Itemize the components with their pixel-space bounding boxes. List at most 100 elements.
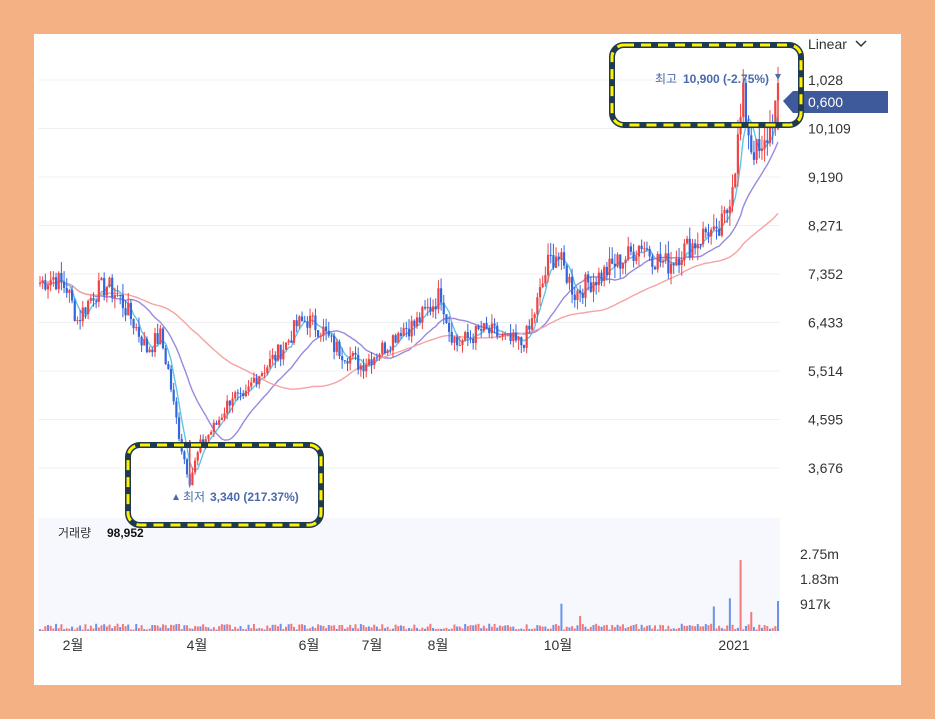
- candle-body: [161, 328, 165, 349]
- volume-bar: [202, 624, 205, 631]
- candle-body: [552, 255, 555, 268]
- volume-bar: [544, 626, 547, 631]
- candle-body: [306, 322, 309, 328]
- volume-panel: [38, 518, 780, 631]
- candle-body: [571, 276, 574, 295]
- candle-body: [685, 238, 689, 244]
- candle-body: [116, 294, 119, 296]
- volume-bar: [196, 626, 199, 631]
- volume-bar: [635, 624, 638, 631]
- volume-bar: [501, 626, 504, 631]
- volume-bar: [236, 628, 239, 631]
- low-marker-value: 3,340 (217.37%): [210, 490, 299, 504]
- scale-dropdown[interactable]: Linear: [808, 36, 867, 52]
- candle-body: [177, 417, 181, 439]
- candle-body: [394, 335, 397, 343]
- candle-body: [153, 333, 157, 353]
- candle-body: [119, 294, 122, 296]
- candle-body: [653, 267, 657, 270]
- candle-body: [501, 334, 504, 337]
- candle-body: [156, 333, 159, 344]
- candle-body: [496, 325, 499, 337]
- candle-body: [346, 360, 349, 364]
- candle-body: [140, 336, 143, 346]
- candle-body: [413, 320, 416, 327]
- candle-body: [683, 243, 686, 260]
- volume-bar: [57, 628, 60, 631]
- candle-body: [49, 279, 52, 286]
- candle-body: [442, 302, 445, 315]
- volume-tick-label: 2.75m: [800, 546, 839, 562]
- volume-bar: [557, 625, 560, 631]
- candle-body: [640, 245, 643, 249]
- candle-body: [774, 100, 777, 129]
- candle-body: [755, 139, 758, 160]
- low-highlight-box: [126, 443, 323, 527]
- candle-body: [490, 323, 493, 334]
- price-axis: 1,028 10,109 9,190 8,271 7,352 6,433 5,514 4,59…: [808, 72, 851, 476]
- candle-body: [185, 459, 189, 475]
- volume-bar: [89, 625, 92, 631]
- volume-bar: [768, 628, 771, 631]
- high-highlight-box: [610, 43, 803, 127]
- down-triangle-icon: [775, 74, 781, 80]
- volume-bar: [488, 623, 491, 631]
- volume-bar: [394, 624, 397, 631]
- volume-bar: [178, 623, 181, 631]
- candle-body: [62, 281, 66, 288]
- candle-body: [498, 336, 502, 338]
- volume-bar: [413, 624, 416, 631]
- volume-bar: [65, 628, 68, 631]
- volume-bar: [477, 623, 480, 631]
- candle-body: [121, 294, 124, 309]
- candle-body: [726, 209, 729, 214]
- price-tick-label: 7,352: [808, 266, 843, 282]
- candle-body: [381, 342, 384, 355]
- candle-body: [611, 258, 614, 264]
- candle-body: [434, 306, 437, 310]
- candle-body: [576, 290, 579, 301]
- volume-bar: [378, 628, 381, 631]
- candle-body: [410, 320, 413, 337]
- volume-bar: [397, 626, 400, 631]
- volume-bar: [367, 626, 370, 631]
- candle-body: [97, 280, 100, 302]
- candle-body: [319, 335, 322, 337]
- candle-body: [234, 392, 237, 399]
- volume-bar: [613, 627, 616, 631]
- candle-body: [113, 295, 116, 298]
- candle-body: [480, 329, 483, 331]
- volume-bar: [127, 624, 130, 631]
- candle-body: [258, 376, 261, 385]
- candle-body: [533, 314, 536, 319]
- candle-body: [458, 345, 461, 347]
- volume-bar: [552, 624, 555, 631]
- price-tick-label: 6,433: [808, 315, 843, 331]
- volume-bar: [271, 624, 274, 631]
- candle-body: [79, 320, 82, 322]
- candle-body: [298, 316, 301, 327]
- volume-bar: [335, 628, 338, 631]
- candle-body: [343, 360, 346, 362]
- scale-label: Linear: [808, 36, 847, 52]
- volume-bar: [68, 628, 71, 631]
- volume-bar: [437, 628, 440, 631]
- volume-legend-label: 거래량: [58, 526, 91, 540]
- candle-body: [592, 282, 595, 292]
- high-marker-value: 10,900 (-2.75%): [683, 72, 769, 86]
- volume-bar: [458, 626, 461, 631]
- volume-bar: [231, 629, 234, 631]
- candle-body: [247, 386, 250, 391]
- volume-bar: [432, 627, 435, 631]
- candle-body: [284, 342, 288, 350]
- candle-body: [450, 331, 453, 343]
- candle-body: [742, 82, 745, 118]
- candle-body: [383, 342, 387, 354]
- volume-bar: [343, 628, 346, 631]
- candle-body: [231, 398, 234, 406]
- volume-bar: [183, 625, 186, 631]
- volume-bar: [188, 628, 191, 631]
- candle-body: [202, 439, 205, 445]
